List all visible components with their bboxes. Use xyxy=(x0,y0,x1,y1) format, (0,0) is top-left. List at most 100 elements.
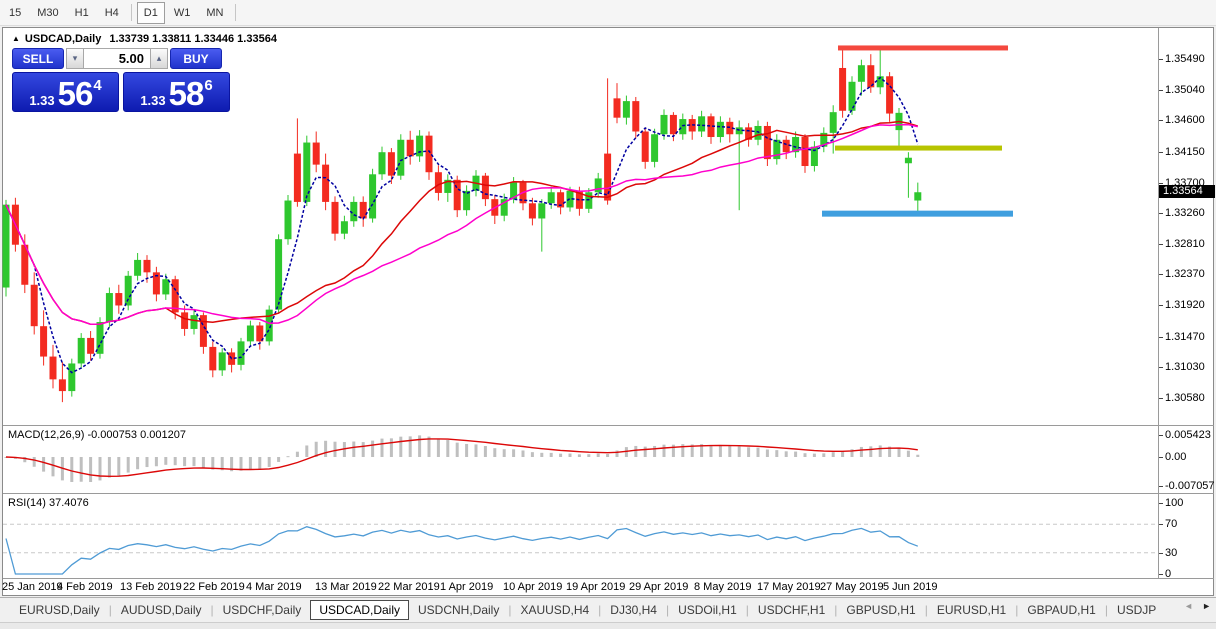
collapse-triangle-icon[interactable]: ▲ xyxy=(12,34,20,43)
candle-body xyxy=(387,152,395,176)
macd-histogram-bar xyxy=(540,452,544,457)
macd-histogram-bar xyxy=(831,452,835,457)
ma-28-line xyxy=(5,123,918,326)
macd-histogram-bar xyxy=(42,457,46,472)
timeframe-button-H4[interactable]: H4 xyxy=(104,6,119,19)
macd-histogram-bar xyxy=(615,450,619,457)
timeframe-toolbar: 15 M30 H1 H4 D1 W1 MN xyxy=(0,0,1216,26)
sell-button[interactable]: SELL xyxy=(12,48,64,69)
timeframe-button-W1[interactable]: W1 xyxy=(173,6,191,19)
candle-body xyxy=(604,153,612,201)
ask-main-digits: 58 xyxy=(168,75,205,112)
candle-body xyxy=(105,293,113,323)
macd-histogram-bar xyxy=(888,446,892,457)
chart-tab-USDOil-H1[interactable]: USDOil,H1 xyxy=(678,603,737,617)
candle-body xyxy=(199,315,207,347)
macd-histogram-bar xyxy=(653,445,657,457)
macd-histogram-bar xyxy=(709,444,713,457)
support-line[interactable] xyxy=(822,210,1013,217)
macd-histogram-bar xyxy=(728,445,732,457)
broken-support-line[interactable] xyxy=(835,145,1002,151)
candle-body xyxy=(162,279,170,295)
macd-histogram-bar xyxy=(803,453,807,457)
axis-tick xyxy=(1159,457,1163,458)
macd-histogram-bar xyxy=(850,449,854,457)
candle-body xyxy=(707,116,715,138)
chart-tab-GBPAUD-H1[interactable]: GBPAUD,H1 xyxy=(1027,603,1096,617)
chart-tab-GBPUSD-H1[interactable]: GBPUSD,H1 xyxy=(846,603,916,617)
candle-body xyxy=(124,275,132,306)
tab-scroll-right-icon[interactable]: ► xyxy=(1202,601,1211,611)
axis-tick xyxy=(1159,90,1163,91)
axis-tick xyxy=(1159,274,1163,275)
chart-tab-USDCHF-H1[interactable]: USDCHF,H1 xyxy=(757,603,826,617)
candle-body xyxy=(181,312,189,329)
tab-scroll-left-icon[interactable]: ◄ xyxy=(1184,601,1194,611)
macd-histogram-bar xyxy=(286,456,290,458)
resistance-line[interactable] xyxy=(838,45,1008,51)
candle-body xyxy=(886,76,894,114)
main-chart-canvas[interactable] xyxy=(2,28,1158,424)
lot-decrease-button[interactable]: ▾ xyxy=(66,48,84,69)
macd-histogram-bar xyxy=(267,457,271,467)
timeframe-button-M30[interactable]: M30 xyxy=(37,6,59,19)
chart-tab-EURUSD-H1[interactable]: EURUSD,H1 xyxy=(936,603,1007,617)
candle-body xyxy=(378,152,386,175)
timeframe-button-H1[interactable]: H1 xyxy=(74,6,89,19)
chart-tab-USDCHF-Daily[interactable]: USDCHF,Daily xyxy=(222,603,302,617)
chart-tab-DJ30-H4[interactable]: DJ30,H4 xyxy=(610,603,657,617)
timeframe-button-15[interactable]: 15 xyxy=(9,6,22,19)
macd-histogram-bar xyxy=(145,457,149,468)
candle-body xyxy=(87,337,95,354)
candle-body xyxy=(622,101,630,118)
macd-histogram-bar xyxy=(230,457,234,472)
date-label: 25 Jan 2019 xyxy=(2,581,63,593)
status-strip xyxy=(0,622,1216,629)
macd-histogram-bar xyxy=(718,445,722,457)
chart-tab-USDCNH-Daily[interactable]: USDCNH,Daily xyxy=(418,603,500,617)
chart-tab-USDCAD-Daily[interactable]: USDCAD,Daily xyxy=(310,600,409,620)
macd-histogram-bar xyxy=(333,441,337,457)
macd-histogram-bar xyxy=(107,457,111,478)
macd-histogram-bar xyxy=(305,445,309,457)
chart-tab-EURUSD-Daily[interactable]: EURUSD,Daily xyxy=(19,603,100,617)
candle-body xyxy=(331,201,339,234)
candle-body xyxy=(425,135,433,173)
tab-separator: | xyxy=(1104,603,1108,617)
macd-histogram-bar xyxy=(869,446,873,457)
macd-histogram-bar xyxy=(51,457,55,477)
candle-body xyxy=(594,178,602,193)
timeframe-button-D1[interactable]: D1 xyxy=(136,1,165,24)
axis-label: 1.30580 xyxy=(1165,392,1205,404)
timeframe-button-MN[interactable]: MN xyxy=(206,6,224,19)
bid-main-digits: 56 xyxy=(57,75,94,112)
candle-body xyxy=(641,131,649,162)
axis-tick xyxy=(1159,398,1163,399)
bid-quote-button[interactable]: 1.33 56 4 xyxy=(12,72,119,112)
chart-tab-USDJP[interactable]: USDJP xyxy=(1116,603,1157,617)
candle-body xyxy=(566,190,574,208)
candle-body xyxy=(340,221,348,234)
candle-body xyxy=(463,190,471,211)
buy-button[interactable]: BUY xyxy=(170,48,222,69)
date-label: 19 Apr 2019 xyxy=(566,581,626,593)
chart-tab-XAUUSD-H4[interactable]: XAUUSD,H4 xyxy=(520,603,590,617)
tab-separator: | xyxy=(665,603,670,617)
lot-size-input[interactable] xyxy=(84,48,150,69)
candle-body xyxy=(359,201,367,219)
pane-separator[interactable] xyxy=(3,425,1214,426)
rsi-pane-canvas[interactable] xyxy=(3,494,1158,577)
macd-pane-canvas[interactable] xyxy=(3,426,1158,492)
candle-body xyxy=(481,175,489,200)
candle-body xyxy=(209,346,217,371)
lot-increase-button[interactable]: ▴ xyxy=(150,48,168,69)
candle-body xyxy=(190,315,198,329)
pane-separator[interactable] xyxy=(3,493,1214,494)
bid-pip-digit: 4 xyxy=(93,77,102,94)
ask-quote-button[interactable]: 1.33 58 6 xyxy=(123,72,230,112)
macd-histogram-bar xyxy=(371,440,375,457)
axis-tick xyxy=(1159,367,1163,368)
chart-tab-AUDUSD-Daily[interactable]: AUDUSD,Daily xyxy=(120,603,202,617)
candle-body xyxy=(904,157,912,164)
macd-histogram-bar xyxy=(183,457,187,467)
